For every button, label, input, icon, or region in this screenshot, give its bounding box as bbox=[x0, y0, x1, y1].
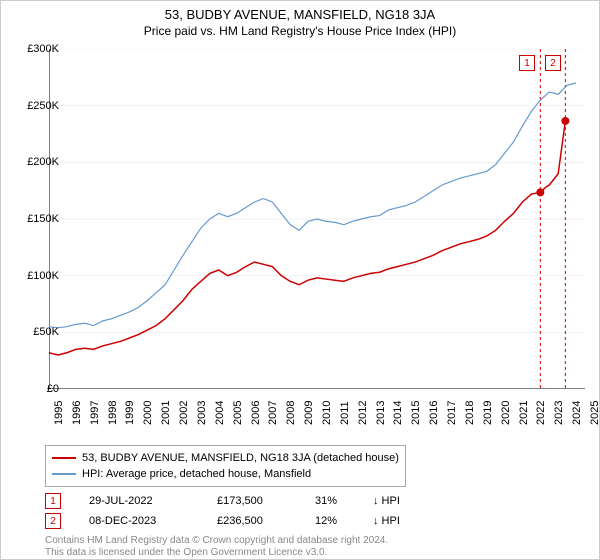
x-tick-label: 1998 bbox=[107, 401, 119, 425]
x-tick-label: 2001 bbox=[160, 401, 172, 425]
x-tick-label: 2011 bbox=[339, 401, 351, 425]
y-tick-label: £250K bbox=[11, 100, 59, 112]
x-tick-label: 2021 bbox=[518, 401, 530, 425]
x-tick-label: 1996 bbox=[71, 401, 83, 425]
y-tick-label: £150K bbox=[11, 213, 59, 225]
x-tick-label: 2005 bbox=[232, 401, 244, 425]
x-tick-label: 2024 bbox=[571, 401, 583, 425]
legend-label: 53, BUDBY AVENUE, MANSFIELD, NG18 3JA (d… bbox=[82, 452, 399, 464]
footer-attribution: Contains HM Land Registry data © Crown c… bbox=[45, 535, 388, 559]
sale-price: £236,500 bbox=[217, 515, 307, 527]
chart-subtitle: Price paid vs. HM Land Registry's House … bbox=[1, 22, 599, 38]
sale-pct: 12% bbox=[315, 515, 365, 527]
x-tick-label: 2007 bbox=[267, 401, 279, 425]
x-tick-label: 2025 bbox=[589, 401, 600, 425]
legend-item: HPI: Average price, detached house, Mans… bbox=[52, 466, 399, 482]
x-tick-label: 2022 bbox=[535, 401, 547, 425]
y-tick-label: £300K bbox=[11, 43, 59, 55]
chart-title: 53, BUDBY AVENUE, MANSFIELD, NG18 3JA bbox=[1, 1, 599, 22]
x-tick-label: 2000 bbox=[142, 401, 154, 425]
sale-vs-hpi: ↓ HPI bbox=[373, 495, 400, 507]
y-tick-label: £100K bbox=[11, 270, 59, 282]
event-marker-box: 2 bbox=[545, 55, 561, 71]
x-tick-label: 1999 bbox=[124, 401, 136, 425]
sale-vs-hpi: ↓ HPI bbox=[373, 515, 400, 527]
legend-label: HPI: Average price, detached house, Mans… bbox=[82, 468, 311, 480]
event-marker-box: 1 bbox=[519, 55, 535, 71]
legend-swatch bbox=[52, 473, 76, 475]
y-tick-label: £0 bbox=[11, 383, 59, 395]
sale-marker-icon: 2 bbox=[45, 513, 61, 529]
x-tick-label: 1995 bbox=[53, 401, 65, 425]
x-tick-label: 2018 bbox=[464, 401, 476, 425]
x-tick-label: 2012 bbox=[357, 401, 369, 425]
sale-date: 08-DEC-2023 bbox=[69, 515, 209, 527]
x-tick-label: 2003 bbox=[196, 401, 208, 425]
x-tick-label: 2017 bbox=[446, 401, 458, 425]
x-tick-label: 2009 bbox=[303, 401, 315, 425]
x-tick-label: 2006 bbox=[250, 401, 262, 425]
y-tick-label: £50K bbox=[11, 326, 59, 338]
x-tick-label: 2008 bbox=[285, 401, 297, 425]
x-tick-label: 2016 bbox=[428, 401, 440, 425]
y-tick-label: £200K bbox=[11, 156, 59, 168]
sale-price: £173,500 bbox=[217, 495, 307, 507]
x-tick-label: 2015 bbox=[410, 401, 422, 425]
legend: 53, BUDBY AVENUE, MANSFIELD, NG18 3JA (d… bbox=[45, 445, 406, 487]
x-tick-label: 2013 bbox=[375, 401, 387, 425]
sale-date: 29-JUL-2022 bbox=[69, 495, 209, 507]
chart-container: 53, BUDBY AVENUE, MANSFIELD, NG18 3JA Pr… bbox=[0, 0, 600, 560]
legend-swatch bbox=[52, 457, 76, 459]
x-tick-label: 2019 bbox=[482, 401, 494, 425]
x-tick-label: 2023 bbox=[553, 401, 565, 425]
legend-item: 53, BUDBY AVENUE, MANSFIELD, NG18 3JA (d… bbox=[52, 450, 399, 466]
table-row: 1 29-JUL-2022 £173,500 31% ↓ HPI bbox=[45, 491, 400, 511]
chart-plot-area bbox=[49, 49, 585, 389]
x-tick-label: 2004 bbox=[214, 401, 226, 425]
x-tick-label: 2002 bbox=[178, 401, 190, 425]
x-tick-label: 2010 bbox=[321, 401, 333, 425]
table-row: 2 08-DEC-2023 £236,500 12% ↓ HPI bbox=[45, 511, 400, 531]
sale-marker-icon: 1 bbox=[45, 493, 61, 509]
x-tick-label: 2014 bbox=[392, 401, 404, 425]
sale-pct: 31% bbox=[315, 495, 365, 507]
chart-svg bbox=[49, 49, 585, 389]
x-tick-label: 2020 bbox=[500, 401, 512, 425]
x-tick-label: 1997 bbox=[89, 401, 101, 425]
sales-table: 1 29-JUL-2022 £173,500 31% ↓ HPI 2 08-DE… bbox=[45, 491, 400, 531]
